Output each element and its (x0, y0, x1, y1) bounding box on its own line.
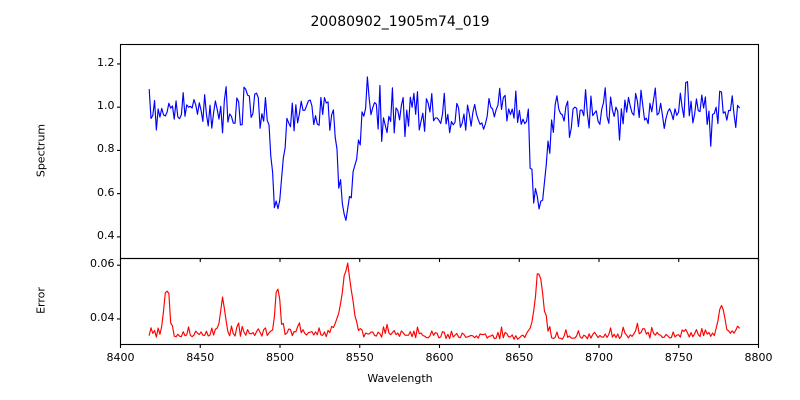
x-axis-label: Wavelength (367, 372, 433, 385)
x-tick-label: 8700 (585, 350, 613, 364)
y-tick-label-error: 0.04 (90, 310, 115, 324)
x-tick-label: 8450 (186, 350, 215, 364)
y-tick-label-spectrum: 1.2 (97, 55, 115, 69)
x-tick-label: 8800 (744, 350, 773, 364)
y-tick-label-spectrum: 0.6 (97, 185, 115, 199)
x-tick-label: 8500 (266, 350, 294, 364)
x-tick-label: 8400 (106, 350, 135, 364)
error-axes-frame (119, 257, 760, 346)
y-tick-label-spectrum: 0.8 (97, 142, 115, 156)
y-tick-label-error: 0.06 (90, 257, 115, 271)
x-tick-label: 8650 (505, 350, 534, 364)
x-tick-label: 8600 (425, 350, 454, 364)
y-tick-label-spectrum: 0.4 (97, 228, 115, 242)
page-title: 20080902_1905m74_019 (310, 14, 490, 30)
spectrum-line (148, 76, 740, 221)
x-tick-label: 8550 (345, 350, 374, 364)
y-tick-label-spectrum: 1.0 (97, 99, 115, 113)
error-line (148, 262, 740, 340)
x-tick-label: 8750 (664, 350, 693, 364)
spectrum-axes-frame (119, 43, 760, 260)
